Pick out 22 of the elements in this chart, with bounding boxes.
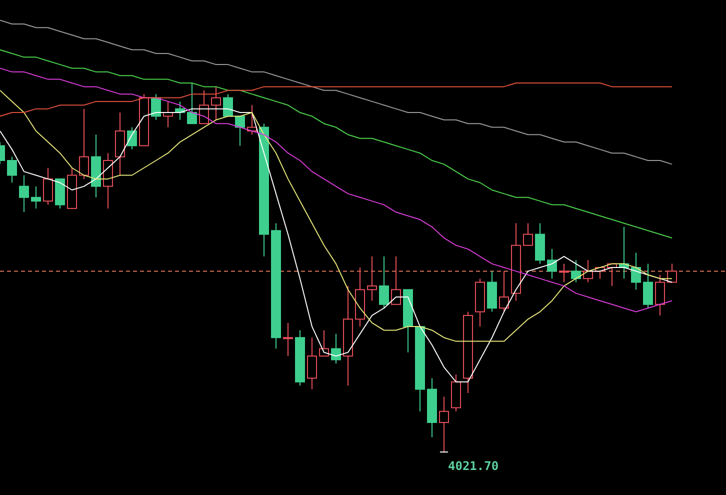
candlestick xyxy=(259,123,269,257)
candlestick xyxy=(343,285,353,386)
candlestick xyxy=(367,256,377,302)
candlestick xyxy=(271,222,281,350)
candlestick xyxy=(487,270,497,312)
candlestick xyxy=(43,167,53,206)
candlestick xyxy=(535,222,545,264)
candlestick xyxy=(283,322,293,357)
candlestick xyxy=(355,267,365,328)
candlestick xyxy=(91,134,101,198)
candlestick xyxy=(115,112,125,176)
candlestick xyxy=(307,337,317,390)
candlestick xyxy=(475,278,485,328)
candlestick xyxy=(19,174,29,213)
candlestick xyxy=(103,152,113,209)
candlestick xyxy=(451,374,461,412)
candlestick xyxy=(31,186,41,209)
candlestick xyxy=(547,248,557,280)
candlestick xyxy=(427,378,437,438)
text: 4021.70 xyxy=(448,458,499,473)
candlestick xyxy=(439,396,449,452)
candlestick xyxy=(211,86,221,120)
